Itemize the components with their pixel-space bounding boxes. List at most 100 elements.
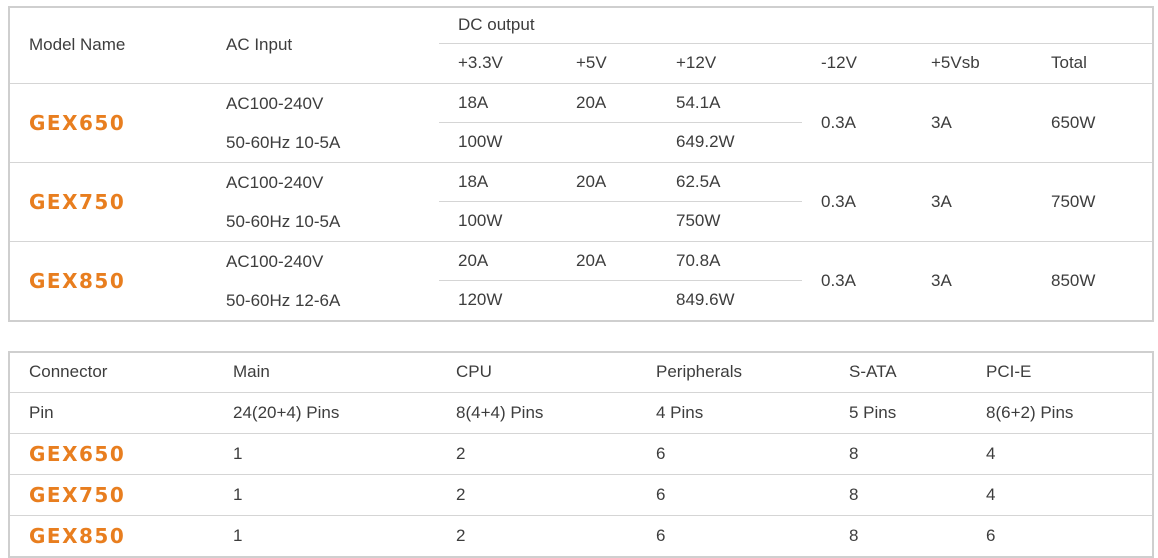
cell-total-watts: 850W [1032, 240, 1154, 321]
spec-row-gex650-watts: 100W 649.2W [9, 122, 1153, 162]
cell-12v-amps: 54.1A [657, 82, 802, 123]
spec-table-header: Model Name AC Input DC output +3.3V +5V … [9, 7, 1154, 84]
cell-total-watts: 650W [1032, 82, 1154, 162]
spec-row-gex850-watts: 120W 849.6W [9, 280, 1153, 320]
spec-header-row-1: Model Name AC Input DC output [9, 7, 1154, 54]
cell-minus12v: 0.3A [802, 82, 912, 162]
cell-ac-input: AC100-240V 50-60Hz 10-5A [207, 161, 439, 241]
cell-peripherals-count: 6 [637, 433, 830, 475]
cell-cpu-count: 2 [437, 474, 637, 516]
cell-minus12v: 0.3A [802, 161, 912, 241]
model-logo-gex750: GEX750 [29, 189, 126, 214]
col-header-cpu: CPU [456, 362, 492, 382]
cell-pin-label: Pin [9, 392, 214, 434]
connector-row-gex850: GEX850 1 2 6 8 6 [9, 515, 1153, 557]
cell-main-count: 1 [214, 433, 437, 475]
connector-row-gex750: GEX750 1 2 6 8 4 [9, 474, 1153, 516]
cell-5vsb: 3A [912, 161, 1032, 241]
cell-5vsb: 3A [912, 240, 1032, 321]
ac-input-line2: 50-60Hz 10-5A [226, 132, 341, 152]
cell-ac-input: AC100-240V 50-60Hz 10-5A [207, 82, 439, 162]
cell-ac-input: AC100-240V 50-60Hz 12-6A [207, 240, 439, 321]
col-header-dc-output: DC output [439, 7, 1154, 44]
spec-row-gex750-amps: GEX750 AC100-240V 50-60Hz 10-5A 18A 20A … [9, 161, 1154, 241]
col-header-pcie: PCI-E [986, 362, 1032, 382]
cell-cpu-count: 2 [437, 515, 637, 557]
cell-5v-watts [557, 122, 657, 162]
spec-row-gex650-amps: GEX650 AC100-240V 50-60Hz 10-5A 18A 20A … [9, 82, 1154, 162]
ac-input-line2: 50-60Hz 12-6A [226, 290, 341, 310]
col-header-main: Main [233, 362, 270, 382]
spec-row-gex750-watts: 100W 750W [9, 201, 1153, 241]
model-logo-gex650: GEX650 [29, 110, 126, 135]
col-header-5vsb: +5Vsb [912, 43, 1032, 84]
cell-3v3-amps: 18A [439, 82, 557, 123]
cell-main-count: 1 [214, 474, 437, 516]
cell-model: GEX650 [9, 82, 207, 162]
model-logo-gex850: GEX850 [29, 268, 126, 293]
cell-main-count: 1 [214, 515, 437, 557]
cell-3v3-amps: 18A [439, 161, 557, 202]
cell-3v3-watts: 120W [458, 290, 503, 310]
cell-12v-watts: 849.6W [676, 290, 735, 310]
cell-sata-count: 8 [830, 474, 967, 516]
cell-pcie-count: 6 [967, 515, 1153, 557]
cell-model: GEX750 [9, 474, 214, 516]
col-header-5v: +5V [557, 43, 657, 84]
connector-table-header: Connector Main CPU Peripherals S-ATA PCI… [9, 352, 1153, 393]
cell-model: GEX650 [9, 433, 214, 475]
model-logo-gex750: GEX750 [29, 483, 126, 507]
col-header-12v: +12V [657, 43, 802, 84]
col-header-sata: S-ATA [849, 362, 897, 382]
cell-peripherals-count: 6 [637, 515, 830, 557]
cell-5v-amps: 20A [557, 161, 657, 202]
ac-input-line1: AC100-240V [226, 251, 324, 271]
cell-peripherals-count: 6 [637, 474, 830, 516]
model-logo-gex650: GEX650 [29, 442, 126, 466]
cell-5v-amps: 20A [557, 82, 657, 123]
cell-cpu-count: 2 [437, 433, 637, 475]
connector-pin-row: Pin 24(20+4) Pins 8(4+4) Pins 4 Pins 5 P… [9, 392, 1153, 434]
spec-row-gex850-amps: GEX850 AC100-240V 50-60Hz 12-6A 20A 20A … [9, 240, 1154, 321]
cell-3v3-watts: 100W [458, 211, 503, 230]
cell-5vsb: 3A [912, 82, 1032, 162]
col-header-total: Total [1032, 43, 1154, 84]
cell-model: GEX850 [9, 515, 214, 557]
cell-peripherals-pins: 4 Pins [637, 392, 830, 434]
cell-5v-watts [557, 201, 657, 241]
ac-input-line1: AC100-240V [226, 93, 324, 113]
ac-input-line1: AC100-240V [226, 172, 324, 192]
model-logo-gex850: GEX850 [29, 523, 126, 548]
cell-12v-amps: 62.5A [657, 161, 802, 202]
ac-input-line2: 50-60Hz 10-5A [226, 211, 341, 231]
cell-model: GEX750 [9, 161, 207, 241]
connector-row-gex650: GEX650 1 2 6 8 4 [9, 433, 1153, 475]
cell-5v-amps: 20A [557, 240, 657, 281]
connector-header-row: Connector Main CPU Peripherals S-ATA PCI… [9, 352, 1153, 393]
cell-3v3-watts: 100W [458, 132, 503, 151]
cell-main-pins: 24(20+4) Pins [214, 392, 437, 434]
col-header-minus12v: -12V [802, 43, 912, 84]
col-header-connector: Connector [29, 362, 108, 382]
cell-sata-count: 8 [830, 433, 967, 475]
cell-cpu-pins: 8(4+4) Pins [437, 392, 637, 434]
col-header-peripherals: Peripherals [656, 362, 742, 382]
cell-12v-watts: 649.2W [676, 132, 735, 151]
cell-total-watts: 750W [1032, 161, 1154, 241]
cell-sata-pins: 5 Pins [830, 392, 967, 434]
psu-dc-output-spec-table: Model Name AC Input DC output +3.3V +5V … [8, 6, 1155, 322]
cell-5v-watts [557, 280, 657, 320]
cell-3v3-amps: 20A [439, 240, 557, 281]
cell-minus12v: 0.3A [802, 240, 912, 321]
psu-connector-table: Connector Main CPU Peripherals S-ATA PCI… [8, 350, 1154, 558]
col-header-ac-input: AC Input [226, 35, 293, 55]
cell-pcie-count: 4 [967, 433, 1153, 475]
col-header-model-name: Model Name [29, 35, 126, 55]
cell-12v-watts: 750W [676, 211, 721, 230]
cell-12v-amps: 70.8A [657, 240, 802, 281]
cell-sata-count: 8 [830, 515, 967, 557]
cell-pcie-count: 4 [967, 474, 1153, 516]
cell-pcie-pins: 8(6+2) Pins [967, 392, 1153, 434]
cell-model: GEX850 [9, 240, 207, 321]
col-header-3v3: +3.3V [439, 43, 557, 84]
